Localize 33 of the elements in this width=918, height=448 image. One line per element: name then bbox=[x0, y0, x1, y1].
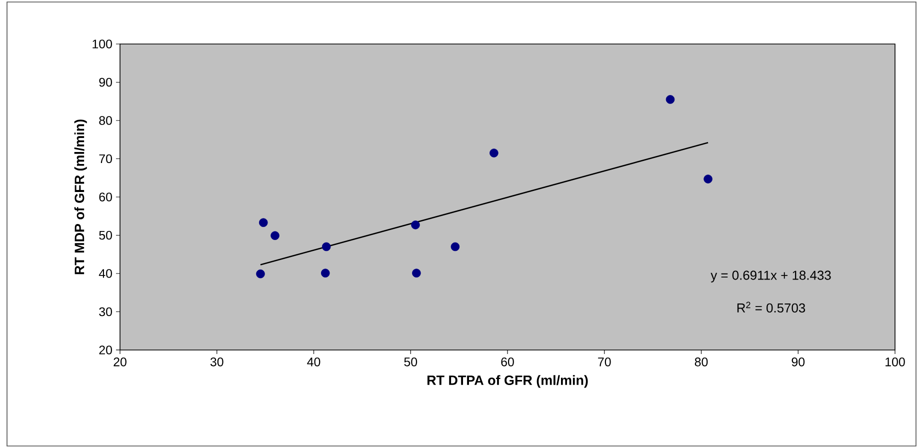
x-tick-label: 60 bbox=[501, 358, 514, 366]
x-axis-title: RT DTPA of GFR (ml/min) bbox=[427, 375, 588, 388]
point bbox=[704, 174, 712, 184]
y-axis-title: RT MDP of GFR (ml/min) bbox=[74, 120, 87, 274]
y-tick-label: 80 bbox=[99, 116, 112, 125]
x-tick-label: 50 bbox=[404, 358, 418, 366]
y-tick-label: 70 bbox=[99, 154, 112, 164]
y-tick-label: 20 bbox=[99, 346, 112, 354]
x-tick-label: 40 bbox=[307, 358, 320, 366]
point bbox=[256, 269, 265, 278]
point bbox=[411, 220, 420, 230]
point bbox=[412, 268, 421, 278]
point bbox=[322, 242, 331, 252]
point bbox=[450, 242, 460, 252]
y-tick-label: 60 bbox=[99, 192, 112, 202]
point bbox=[490, 148, 498, 158]
point bbox=[321, 268, 330, 278]
y-tick-label: 90 bbox=[99, 78, 112, 87]
point bbox=[270, 231, 280, 240]
y-tick-label: 100 bbox=[92, 40, 112, 48]
x-tick-label: 80 bbox=[694, 358, 708, 366]
x-tick-label: 20 bbox=[114, 358, 126, 366]
y-tick-label: 30 bbox=[99, 307, 112, 316]
x-tick-label: 70 bbox=[598, 358, 611, 366]
point bbox=[259, 218, 268, 227]
x-tick-label: 100 bbox=[886, 358, 905, 366]
x-tick-label: 30 bbox=[210, 358, 224, 366]
y-tick-label: 40 bbox=[98, 269, 112, 278]
y-tick-label: 50 bbox=[99, 230, 112, 240]
annotation: R$^{2}$ = 0.5703 bbox=[737, 302, 806, 313]
annotation: y = 0.6911x + 18.433 bbox=[710, 270, 831, 282]
point bbox=[666, 95, 675, 104]
x-tick-label: 90 bbox=[792, 358, 805, 366]
